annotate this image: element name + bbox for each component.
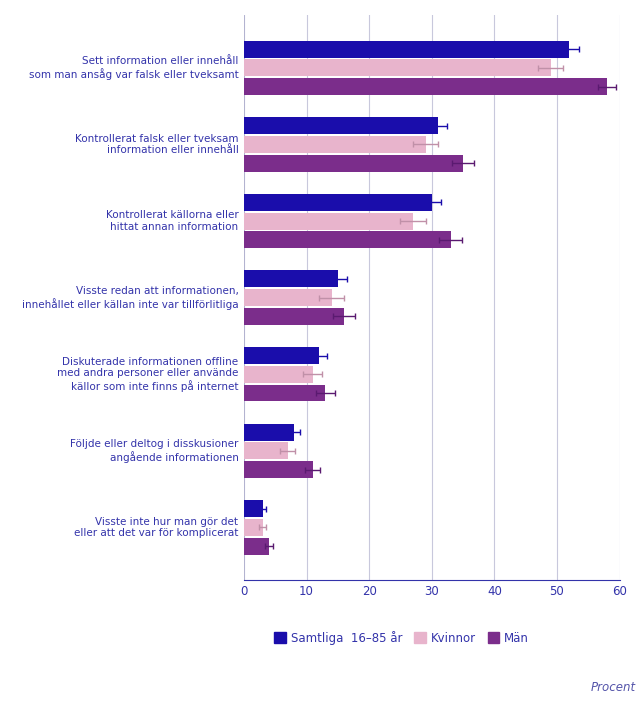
Bar <box>244 308 344 325</box>
Legend: Samtliga  16–85 år, Kvinnor, Män: Samtliga 16–85 år, Kvinnor, Män <box>270 626 534 649</box>
Bar <box>244 271 338 288</box>
Bar <box>244 194 432 211</box>
Bar <box>244 136 426 153</box>
Bar <box>244 501 263 517</box>
Bar <box>244 289 332 306</box>
Bar <box>244 538 269 555</box>
Bar <box>244 213 413 230</box>
Bar <box>244 385 325 401</box>
Bar <box>244 366 313 383</box>
Bar <box>244 519 263 536</box>
Bar <box>244 461 313 478</box>
Bar <box>244 424 294 441</box>
Bar <box>244 41 569 58</box>
Bar <box>244 443 288 460</box>
Bar <box>244 117 438 134</box>
Bar <box>244 231 451 248</box>
Bar <box>244 155 463 172</box>
Text: Procent: Procent <box>591 681 636 694</box>
Bar <box>244 347 319 364</box>
Bar <box>244 59 551 76</box>
Bar <box>244 78 607 95</box>
